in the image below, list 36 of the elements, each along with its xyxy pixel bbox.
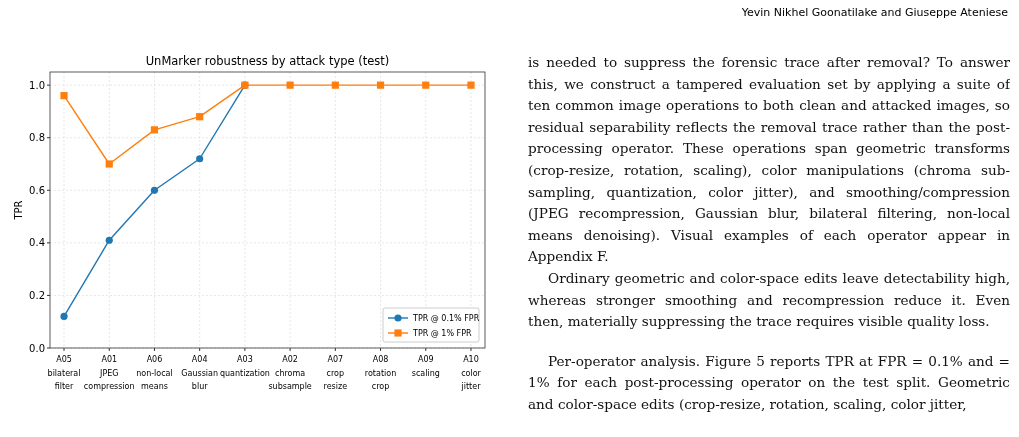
point <box>286 81 294 89</box>
x-tick-label: A07 crop resize <box>323 355 348 391</box>
point <box>422 81 430 89</box>
legend-label: TPR @ 1% FPR <box>412 328 473 338</box>
text: Per-operator analysis. Figure 5 reports TPR at FPR = 0.1% and = 1% for each post-processing operator on the test split. Geometric and color-space edits (crop-resize, rotation, scaling, color jitter, <box>528 351 1010 414</box>
text: Yevin Nikhel Goonatilake and Giuseppe Ateniese <box>740 6 1009 19</box>
point <box>105 160 113 168</box>
x-tick-label: A09 scaling <box>411 355 440 378</box>
text: Ordinary geometric and color-space edits leave detectability high, whereas stronger smoothing and recompression reduce it. Even then, materially suppressing the trace requires visible quality loss. <box>528 268 1010 332</box>
point <box>150 126 159 134</box>
y-tick-label: 0.8 <box>29 132 45 144</box>
x-tick-label: A10 color jitter <box>460 355 482 391</box>
x-tick-label: A05 bilateral filter <box>47 355 81 391</box>
text: is needed to suppress the forensic trace after removal? To answer this, we construct a tampered evaluation set by applying a suite of ten common image operations to both clean and attacked images, so residual separability reflects the removal trace rather than the post-processing operator. These operations span geometric transforms (crop-resize, rotation, scaling), color manipulations (chroma sub-sampling, quantization, color jitter), and smoothing/compression (JPEG recompression, Gaussian blur, bilateral filtering, non-local means denoising). Visual examples of each operator appear in Appendix F. <box>528 54 1010 265</box>
point <box>60 312 68 321</box>
y-tick-label: 0.4 <box>29 237 45 249</box>
x-tick-label: A08 rotation crop <box>364 355 397 391</box>
point <box>196 113 204 121</box>
point <box>376 81 385 89</box>
chart-title: UnMarker robustness by attack type (test) <box>145 54 390 68</box>
y-tick-label: 1.0 <box>29 79 45 91</box>
y-tick-label: 0.6 <box>29 184 45 196</box>
y-tick-label: 0.2 <box>29 289 45 301</box>
x-tick-label: A01 JPEG compression <box>83 355 135 391</box>
y-tick-label: 0.0 <box>29 342 45 354</box>
point <box>60 92 68 100</box>
x-tick-label: A04 Gaussian blur <box>181 355 219 391</box>
point <box>331 81 339 89</box>
point <box>196 155 204 163</box>
point <box>467 81 475 89</box>
point <box>150 186 159 194</box>
x-tick-label: A06 non-local means <box>136 355 173 391</box>
point <box>105 236 113 244</box>
x-tick-label: A02 chroma subsample <box>268 355 312 391</box>
legend-label: TPR @ 0.1% FPR <box>412 313 480 323</box>
y-axis-title: TPR <box>13 200 24 221</box>
